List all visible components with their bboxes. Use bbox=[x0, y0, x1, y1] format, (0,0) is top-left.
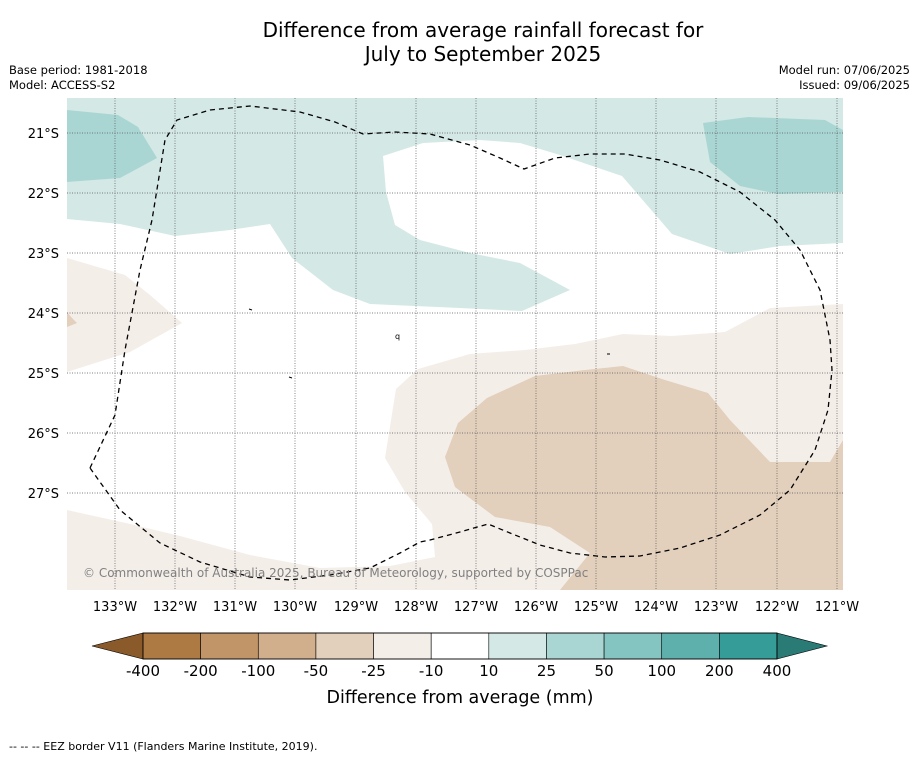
colorbar-segment bbox=[142, 632, 201, 660]
lat-label: 21°S bbox=[28, 127, 59, 142]
model-run: Model run: 07/06/2025 bbox=[778, 63, 910, 77]
dry-region-west-dark bbox=[67, 312, 77, 327]
lon-label: 131°W bbox=[213, 600, 257, 615]
colorbar-tick-label: -25 bbox=[361, 662, 386, 680]
colorbar-segment bbox=[546, 632, 605, 660]
eez-border bbox=[89, 105, 833, 581]
colorbar-ticks: -400 -200 -100 -50 -25 -10 10 25 50 100 200 400 bbox=[126, 662, 791, 680]
colorbar-segment bbox=[373, 632, 432, 660]
lon-label: 129°W bbox=[334, 600, 378, 615]
colorbar-tick-label: 100 bbox=[647, 662, 676, 680]
lat-label: 22°S bbox=[28, 187, 59, 202]
lon-labels: 133°W 132°W 131°W 130°W 129°W 128°W 127°… bbox=[93, 600, 859, 615]
lon-label: 124°W bbox=[634, 600, 678, 615]
colorbar-tick-label: -200 bbox=[184, 662, 218, 680]
colorbar-segment bbox=[200, 632, 259, 660]
wet-region-25-50-west bbox=[67, 110, 157, 182]
colorbar-frame bbox=[142, 632, 778, 660]
wet-region-10-25 bbox=[67, 98, 843, 311]
model-name: Model: ACCESS-S2 bbox=[9, 78, 116, 92]
island-mark bbox=[248, 308, 253, 311]
lat-label: 27°S bbox=[28, 487, 59, 502]
colorbar-tick-label: -100 bbox=[241, 662, 275, 680]
lon-label: 132°W bbox=[153, 600, 197, 615]
issued-date: Issued: 09/06/2025 bbox=[799, 78, 910, 92]
colorbar-tick-label: 400 bbox=[763, 662, 792, 680]
colorbar-segments bbox=[142, 632, 778, 660]
lon-label: 122°W bbox=[755, 600, 799, 615]
base-period: Base period: 1981-2018 bbox=[9, 63, 148, 77]
colorbar-tick-label: -400 bbox=[126, 662, 160, 680]
colorbar-tick-label: 25 bbox=[537, 662, 556, 680]
lon-label: 125°W bbox=[574, 600, 618, 615]
map-small-label: q bbox=[395, 332, 400, 341]
colorbar-under-arrow bbox=[91, 632, 144, 660]
title-line-2: July to September 2025 bbox=[364, 42, 602, 66]
colorbar-tick-label: 50 bbox=[595, 662, 614, 680]
meta-right: Model run: 07/06/2025 Issued: 09/06/2025 bbox=[779, 63, 910, 93]
dry-region-west bbox=[67, 258, 182, 372]
lon-label: 128°W bbox=[394, 600, 438, 615]
colorbar-segment bbox=[257, 632, 317, 660]
colorbar-tick-label: -10 bbox=[419, 662, 444, 680]
lat-labels: 21°S 22°S 23°S 24°S 25°S 26°S 27°S bbox=[28, 127, 59, 502]
colorbar-over-arrow bbox=[776, 632, 829, 660]
lat-label: 24°S bbox=[28, 307, 59, 322]
map-area: q © Commonwealth of Australia 2025, Bure… bbox=[67, 98, 843, 590]
footer-note: -- -- -- EEZ border V11 (Flanders Marine… bbox=[9, 740, 318, 753]
lon-label: 133°W bbox=[93, 600, 137, 615]
lat-label: 23°S bbox=[28, 247, 59, 262]
copyright: © Commonwealth of Australia 2025, Bureau… bbox=[83, 566, 588, 580]
meta-left: Base period: 1981-2018 Model: ACCESS-S2 bbox=[9, 63, 148, 93]
island-mark bbox=[288, 376, 293, 379]
colorbar-tick-label: -50 bbox=[304, 662, 329, 680]
lon-label: 130°W bbox=[273, 600, 317, 615]
lon-label: 123°W bbox=[694, 600, 738, 615]
colorbar-label: Difference from average (mm) bbox=[326, 688, 593, 708]
colorbar-segment bbox=[603, 632, 663, 660]
colorbar-segment bbox=[661, 632, 720, 660]
lon-label: 121°W bbox=[815, 600, 859, 615]
lon-label: 126°W bbox=[514, 600, 558, 615]
lat-label: 25°S bbox=[28, 367, 59, 382]
colorbar-segment bbox=[488, 632, 547, 660]
colorbar-segment bbox=[430, 632, 490, 660]
colorbar: -400 -200 -100 -50 -25 -10 10 25 50 100 200 400 Dif… bbox=[91, 632, 829, 708]
wet-region-25-50-east bbox=[703, 117, 843, 194]
colorbar-segment bbox=[719, 632, 778, 660]
colorbar-tick-label: 200 bbox=[705, 662, 734, 680]
lon-label: 127°W bbox=[454, 600, 498, 615]
colorbar-segment bbox=[315, 632, 374, 660]
lat-label: 26°S bbox=[28, 427, 59, 442]
map-title: Difference from average rainfall forecas… bbox=[0, 18, 919, 66]
dry-region-25-50 bbox=[445, 366, 843, 590]
graticule bbox=[67, 98, 843, 590]
title-line-1: Difference from average rainfall forecas… bbox=[262, 18, 704, 42]
colorbar-tick-label: 10 bbox=[479, 662, 498, 680]
